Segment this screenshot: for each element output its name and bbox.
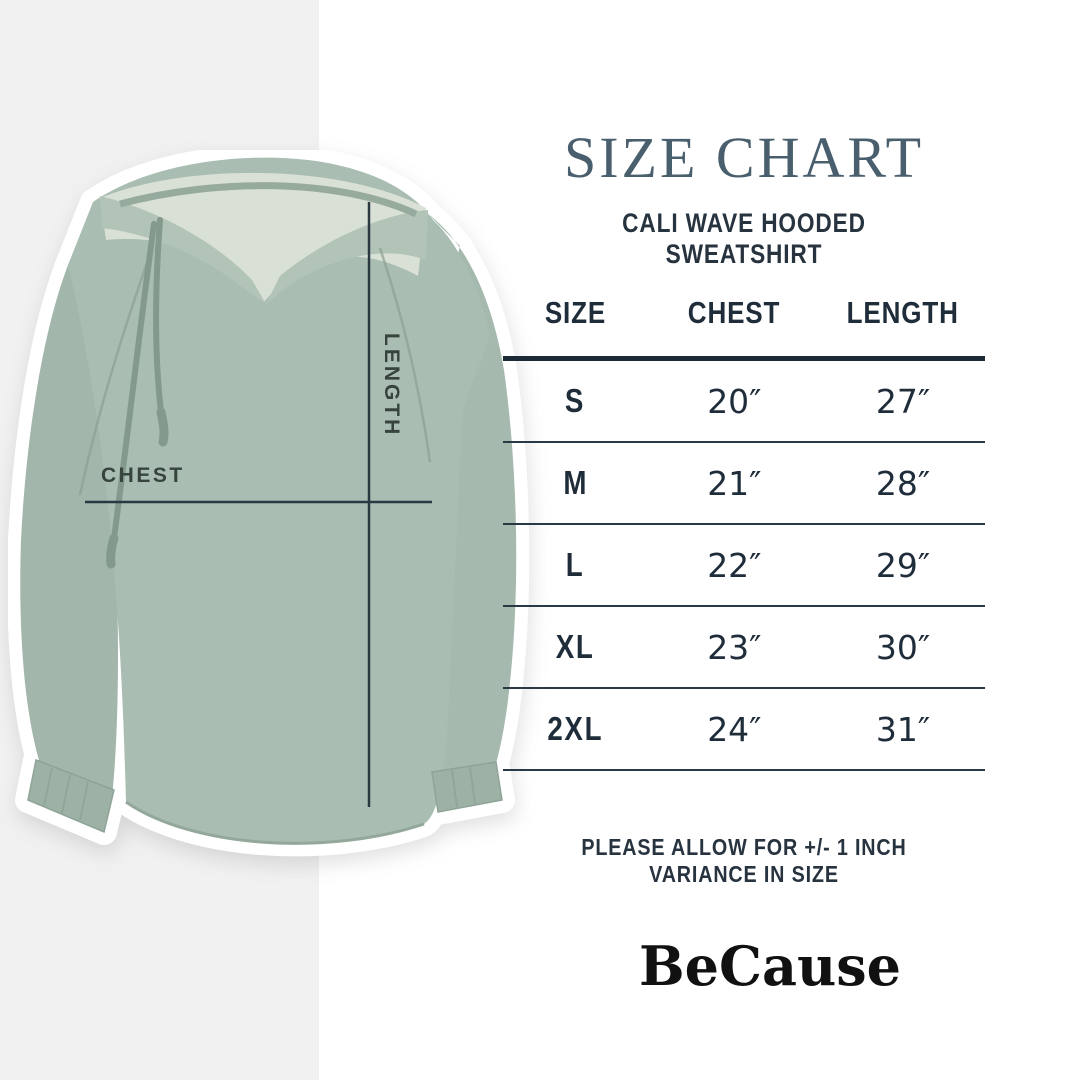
length-measure-label: LENGTH bbox=[380, 333, 403, 438]
right-raglan-seam bbox=[378, 247, 432, 463]
chest-cell: 22″ bbox=[707, 545, 762, 585]
length-cell: 30″ bbox=[875, 627, 931, 667]
length-cell: 28″ bbox=[875, 463, 931, 503]
table-row: 2XL 24″ 31″ bbox=[503, 689, 985, 771]
chest-cell: 24″ bbox=[707, 709, 762, 749]
page-subtitle: CALI WAVE HOODED SWEATSHIRT bbox=[503, 208, 985, 270]
size-cell: L bbox=[565, 546, 585, 583]
variance-note-text: PLEASE ALLOW FOR +/- 1 INCH VARIANCE IN … bbox=[581, 834, 907, 887]
length-cell: 29″ bbox=[875, 545, 931, 585]
length-cell: 27″ bbox=[875, 381, 931, 421]
table-body: S 20″ 27″ M 21″ 28″ L 22″ 29″ XL 23″ 30″… bbox=[503, 361, 985, 771]
product-photo-hoodie bbox=[7, 144, 538, 910]
size-cell: 2XL bbox=[547, 710, 604, 747]
size-cell: S bbox=[565, 382, 586, 419]
chest-measure-label: CHEST bbox=[101, 464, 185, 487]
measurement-lines bbox=[85, 202, 432, 807]
length-cell: 31″ bbox=[875, 709, 931, 749]
hood-left-flap bbox=[100, 196, 266, 304]
size-chart-table: SIZE CHEST LENGTH S 20″ 27″ M 21″ 28″ L … bbox=[503, 270, 985, 771]
size-cell: M bbox=[562, 464, 588, 501]
page-subtitle-text: CALI WAVE HOODED SWEATSHIRT bbox=[622, 208, 866, 269]
hood-interior bbox=[100, 172, 426, 302]
table-header-row: SIZE CHEST LENGTH bbox=[503, 270, 985, 361]
left-raglan-seam bbox=[78, 259, 150, 496]
variance-note: PLEASE ALLOW FOR +/- 1 INCH VARIANCE IN … bbox=[503, 834, 985, 888]
column-header-size: SIZE bbox=[544, 295, 606, 330]
cuff-ribs bbox=[43, 766, 476, 821]
size-cell: XL bbox=[555, 628, 595, 665]
hoodie-illustration bbox=[7, 144, 530, 857]
table-row: S 20″ 27″ bbox=[503, 361, 985, 443]
table-row: XL 23″ 30″ bbox=[503, 607, 985, 689]
column-header-chest: CHEST bbox=[688, 295, 781, 330]
chest-cell: 20″ bbox=[707, 381, 762, 421]
table-row: M 21″ 28″ bbox=[503, 443, 985, 525]
neckline-band bbox=[119, 182, 418, 218]
brand-logo: BeCause bbox=[639, 934, 901, 998]
hoodie-body bbox=[68, 157, 490, 844]
chest-cell: 21″ bbox=[707, 463, 762, 503]
column-header-length: LENGTH bbox=[847, 295, 960, 330]
page-title: SIZE CHART bbox=[563, 125, 925, 190]
hood-right-flap bbox=[266, 210, 428, 304]
table-row: L 22″ 29″ bbox=[503, 525, 985, 607]
chest-cell: 23″ bbox=[707, 627, 762, 667]
hem-seam bbox=[125, 800, 425, 845]
